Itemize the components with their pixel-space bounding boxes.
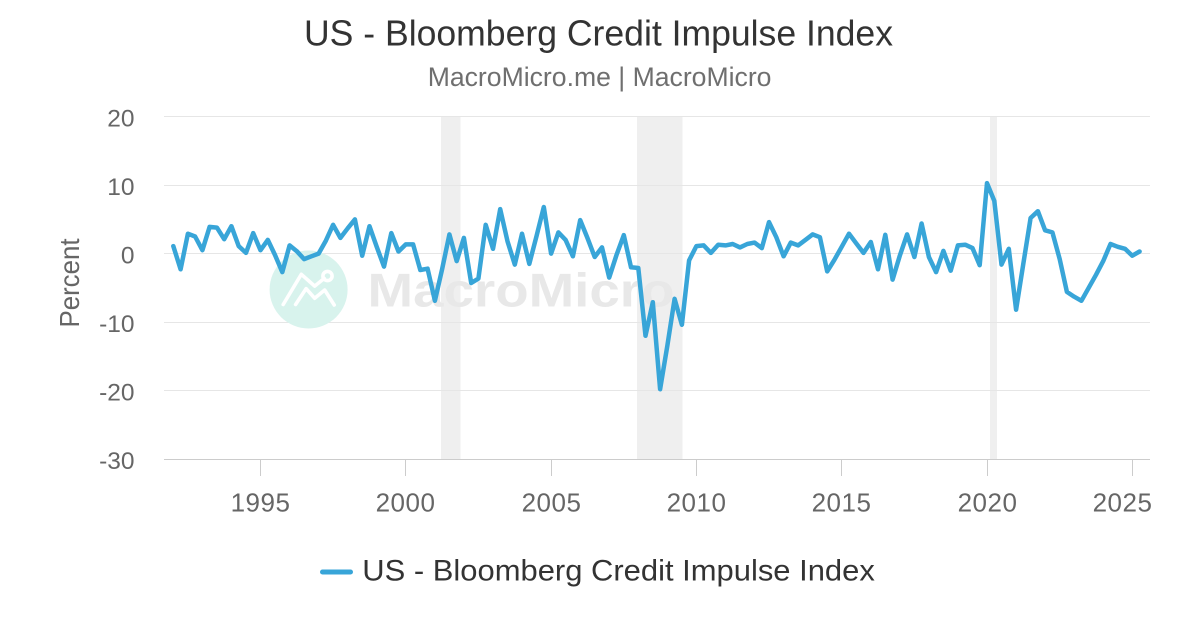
svg-text:2010: 2010: [667, 487, 727, 517]
svg-text:-10: -10: [99, 311, 134, 338]
svg-text:0: 0: [121, 243, 135, 270]
svg-text:Percent: Percent: [54, 238, 85, 327]
svg-text:2005: 2005: [522, 487, 582, 517]
svg-text:1995: 1995: [231, 487, 291, 517]
svg-text:US - Bloomberg Credit Impulse: US - Bloomberg Credit Impulse Index: [362, 554, 875, 587]
svg-text:2025: 2025: [1093, 487, 1153, 517]
svg-text:2020: 2020: [958, 487, 1018, 517]
svg-text:US - Bloomberg Credit Impulse: US - Bloomberg Credit Impulse Index: [304, 14, 893, 54]
svg-text:20: 20: [107, 106, 134, 133]
svg-text:-20: -20: [99, 380, 134, 407]
svg-text:-30: -30: [99, 448, 134, 475]
svg-text:10: 10: [107, 174, 134, 201]
svg-text:2015: 2015: [812, 487, 872, 517]
svg-text:MacroMicro: MacroMicro: [368, 263, 675, 316]
svg-text:MacroMicro.me | MacroMicro: MacroMicro.me | MacroMicro: [428, 62, 772, 92]
svg-text:2000: 2000: [376, 487, 436, 517]
